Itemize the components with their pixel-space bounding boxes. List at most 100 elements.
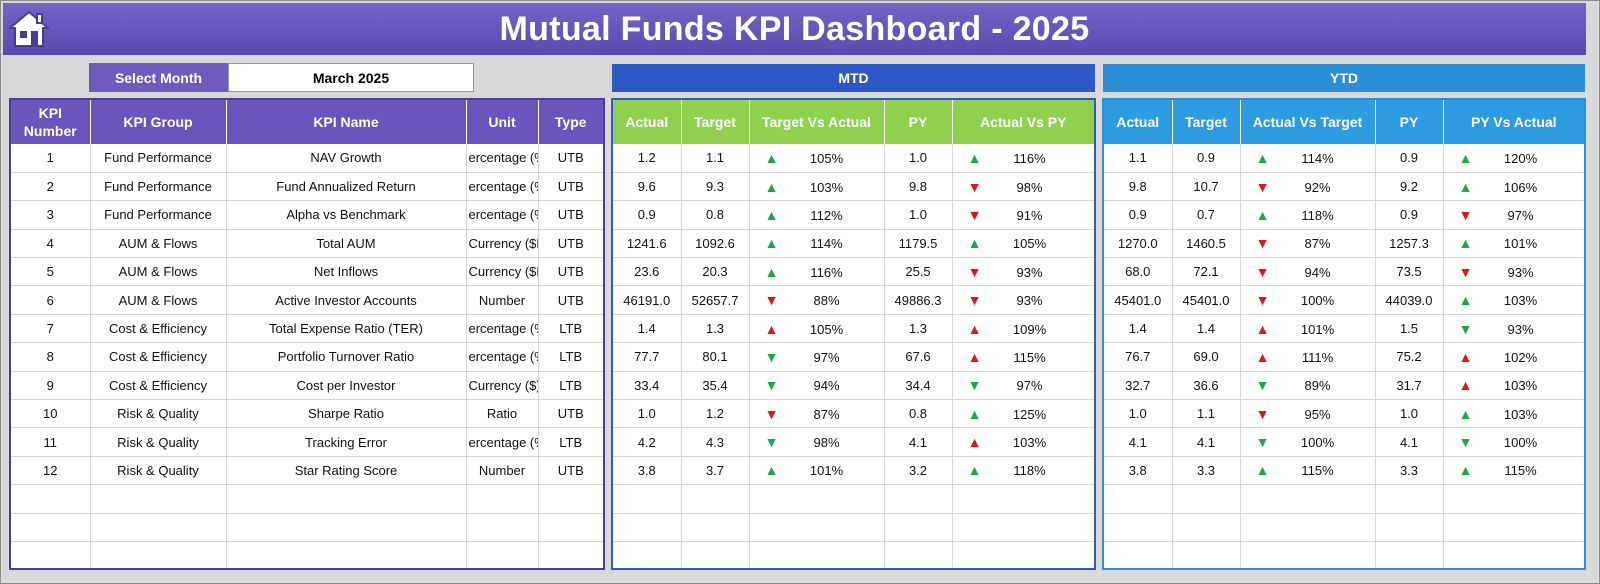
- table-row: 3.8 3.7 ▲ 101% 3.2 ▲ 118%: [613, 456, 1094, 486]
- empty-cell: [1240, 484, 1376, 514]
- down-arrow-icon: ▼: [764, 348, 779, 365]
- empty-row: [1104, 513, 1584, 542]
- empty-row: [11, 541, 603, 568]
- ytd-target-cell: 36.6: [1172, 371, 1241, 401]
- mtd-target-cell: 3.7: [681, 456, 750, 486]
- empty-cell: [1104, 541, 1173, 568]
- comparison-cell: ▼ 100%: [1240, 285, 1376, 315]
- percent-value: 87%: [1304, 236, 1331, 252]
- ytd-actual-cell: 1.4: [1104, 314, 1173, 344]
- table-row: 45401.0 45401.0 ▼ 100% 44039.0 ▲ 103%: [1104, 285, 1584, 315]
- percent-value: 106%: [1503, 179, 1538, 195]
- kpi-group-cell: Fund Performance: [90, 200, 227, 230]
- mtd-table: Actual Target Target Vs Actual PY Actual Vs …: [613, 100, 1094, 568]
- mtd-band: MTD: [612, 64, 1095, 92]
- down-arrow-icon: ▼: [967, 292, 982, 309]
- empty-cell: [90, 541, 227, 568]
- comparison-cell: ▼ 93%: [1443, 314, 1584, 344]
- comparison-cell: ▼ 97%: [749, 342, 885, 372]
- table-row: 9 Cost & Efficiency Cost per Investor Curre…: [11, 371, 603, 401]
- comparison-cell: ▼ 100%: [1443, 427, 1584, 457]
- percent-value: 115%: [1504, 463, 1537, 479]
- home-icon[interactable]: [7, 9, 51, 49]
- percent-value: 102%: [1503, 349, 1538, 365]
- ytd-target-cell: 72.1: [1172, 257, 1241, 287]
- ytd-target-cell: 45401.0: [1172, 285, 1241, 315]
- kpi-group-cell: Risk & Quality: [90, 456, 227, 486]
- kpi-unit-cell: ercentage (%: [466, 172, 539, 202]
- table-row: 12 Risk & Quality Star Rating Score Number U…: [11, 456, 603, 486]
- ytd-target-cell: 3.3: [1172, 456, 1241, 486]
- table-row: 46191.0 52657.7 ▼ 88% 49886.3 ▼ 93%: [613, 285, 1094, 315]
- percent-value: 118%: [1301, 207, 1334, 223]
- table-row: 9.8 10.7 ▼ 92% 9.2 ▲ 106%: [1104, 172, 1584, 202]
- mtd-target-cell: 9.3: [681, 172, 750, 202]
- percent-value: 115%: [1013, 349, 1046, 365]
- up-arrow-icon: ▲: [764, 149, 779, 166]
- mtd-target-cell: 1092.6: [681, 229, 750, 259]
- comparison-cell: ▲ 114%: [749, 229, 885, 259]
- kpi-number-cell: 12: [11, 456, 91, 486]
- empty-cell: [226, 541, 467, 568]
- kpi-group-cell: Risk & Quality: [90, 399, 227, 429]
- ytd-actual-cell: 32.7: [1104, 371, 1173, 401]
- empty-cell: [613, 541, 682, 568]
- comparison-cell: ▲ 105%: [749, 144, 885, 173]
- comparison-cell: ▼ 98%: [952, 172, 1094, 202]
- down-arrow-icon: ▼: [1458, 320, 1473, 337]
- kpi-unit-cell: Number: [466, 456, 539, 486]
- month-dropdown[interactable]: March 2025: [228, 63, 474, 92]
- kpi-header-row: KPI Number KPI Group KPI Name Unit Type: [11, 100, 603, 144]
- up-arrow-icon: ▲: [764, 320, 779, 337]
- up-arrow-icon: ▲: [967, 405, 982, 422]
- comparison-cell: ▲ 103%: [1443, 285, 1584, 315]
- up-arrow-icon: ▲: [967, 348, 982, 365]
- kpi-number-cell: 9: [11, 371, 91, 401]
- percent-value: 111%: [1301, 349, 1334, 365]
- mtd-actual-cell: 33.4: [613, 371, 682, 401]
- percent-value: 87%: [813, 406, 840, 422]
- table-row: 76.7 69.0 ▲ 111% 75.2 ▲ 102%: [1104, 342, 1584, 372]
- comparison-cell: ▲ 103%: [1443, 371, 1584, 401]
- kpi-type-cell: LTB: [538, 371, 603, 401]
- ytd-actual-cell: 9.8: [1104, 172, 1173, 202]
- ytd-band: YTD: [1103, 64, 1585, 92]
- percent-value: 101%: [1300, 321, 1335, 337]
- kpi-group-cell: AUM & Flows: [90, 229, 227, 259]
- comparison-cell: ▲ 112%: [749, 200, 885, 230]
- up-arrow-icon: ▲: [1458, 235, 1473, 252]
- kpi-panel: KPI Number KPI Group KPI Name Unit Type 1 Fun…: [9, 98, 605, 570]
- empty-row: [613, 541, 1094, 568]
- kpi-number-cell: 2: [11, 172, 91, 202]
- comparison-cell: ▼ 94%: [1240, 257, 1376, 287]
- percent-value: 125%: [1012, 406, 1047, 422]
- ytd-target-cell: 1460.5: [1172, 229, 1241, 259]
- table-row: 2 Fund Performance Fund Annualized Return e…: [11, 172, 603, 202]
- empty-cell: [11, 513, 91, 542]
- kpi-name-cell: Sharpe Ratio: [226, 399, 467, 429]
- up-arrow-icon: ▲: [1255, 462, 1270, 479]
- down-arrow-icon: ▼: [764, 292, 779, 309]
- comparison-cell: ▼ 93%: [1443, 257, 1584, 287]
- percent-value: 100%: [1503, 435, 1538, 451]
- up-arrow-icon: ▲: [764, 206, 779, 223]
- kpi-group-cell: Fund Performance: [90, 172, 227, 202]
- percent-value: 115%: [1301, 463, 1334, 479]
- table-row: 6 AUM & Flows Active Investor Accounts Numb…: [11, 285, 603, 315]
- percent-value: 97%: [1507, 207, 1534, 223]
- ytd-header-4: PY Vs Actual: [1443, 100, 1584, 144]
- empty-cell: [538, 513, 603, 542]
- kpi-type-cell: UTB: [538, 399, 603, 429]
- percent-value: 116%: [1013, 150, 1046, 166]
- empty-cell: [613, 484, 682, 514]
- comparison-cell: ▲ 103%: [1443, 399, 1584, 429]
- table-row: 32.7 36.6 ▼ 89% 31.7 ▲ 103%: [1104, 371, 1584, 401]
- kpi-type-cell: UTB: [538, 144, 603, 173]
- kpi-header-0: KPI Number: [11, 100, 91, 144]
- comparison-cell: ▲ 115%: [1443, 456, 1584, 486]
- kpi-unit-cell: Currency ($M: [466, 257, 539, 287]
- up-arrow-icon: ▲: [1458, 377, 1473, 394]
- kpi-name-cell: Net Inflows: [226, 257, 467, 287]
- kpi-group-cell: Risk & Quality: [90, 427, 227, 457]
